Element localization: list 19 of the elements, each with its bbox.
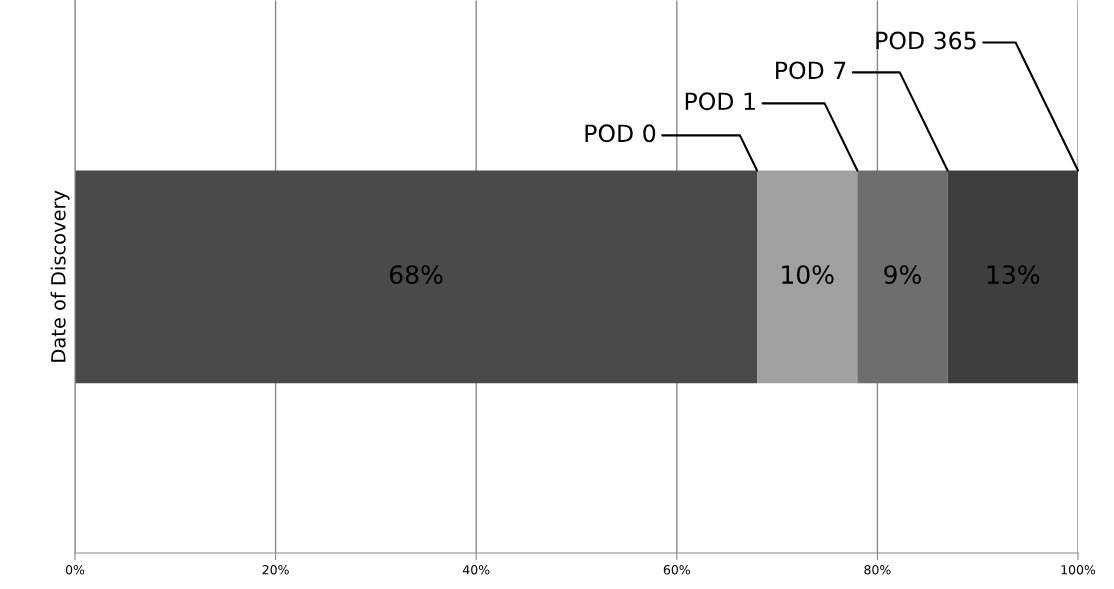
- x-tick-label: 20%: [262, 565, 289, 575]
- x-tick-label: 100%: [1061, 565, 1096, 575]
- x-tick-label: 80%: [864, 565, 891, 575]
- bar: [757, 170, 858, 384]
- data-label: 9%: [884, 265, 921, 285]
- x-tick-label: 60%: [663, 565, 690, 575]
- x-tick-label: 40%: [462, 565, 490, 575]
- x-tick-label: 0%: [65, 565, 85, 575]
- y-axis-title: Date of Discovery: [50, 190, 70, 362]
- bar: [857, 170, 948, 384]
- bar: [75, 170, 758, 384]
- bar: [947, 170, 1078, 384]
- series-label: POD 0: [585, 124, 656, 143]
- data-label: 13%: [987, 265, 1040, 285]
- data-label: 68%: [389, 265, 443, 285]
- text: POD 1: [685, 92, 755, 111]
- text: POD 7: [776, 61, 846, 80]
- data-label: 10%: [782, 265, 834, 285]
- text: POD 365: [876, 31, 976, 50]
